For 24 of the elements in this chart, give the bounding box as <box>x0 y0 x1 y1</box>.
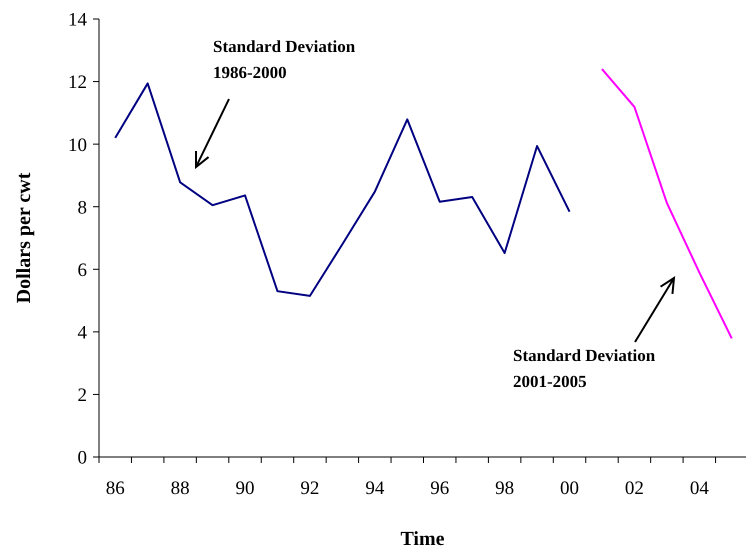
x-tick-label: 88 <box>170 478 190 499</box>
y-tick-label: 8 <box>78 197 87 218</box>
y-tick-label: 6 <box>78 260 87 281</box>
line-series <box>600 68 733 340</box>
y-tick-label: 0 <box>78 448 87 469</box>
y-tick-label: 12 <box>68 72 87 94</box>
x-tick-label: 98 <box>495 478 514 499</box>
y-axis-title: Dollars per cwt <box>13 172 35 304</box>
x-axis-title: Time <box>400 528 445 550</box>
line-series <box>114 82 571 297</box>
x-tick-label: 90 <box>236 478 255 499</box>
x-tick-label: 04 <box>690 478 710 499</box>
x-tick-label: 02 <box>624 478 644 499</box>
annotation: Standard Deviation 1986-2000 <box>213 37 356 82</box>
y-tick-label: 4 <box>78 322 88 344</box>
x-tick-label: 92 <box>300 478 320 499</box>
y-tick-label: 2 <box>78 385 87 406</box>
x-tick-label: 86 <box>106 478 125 499</box>
x-tick-label: 96 <box>430 478 450 499</box>
x-tick-label: 94 <box>365 478 385 499</box>
annotation: Standard Deviation 2001-2005 <box>513 346 656 391</box>
x-tick-label: 00 <box>560 478 580 499</box>
y-tick-label: 10 <box>68 134 87 156</box>
y-tick-label: 14 <box>68 10 88 31</box>
